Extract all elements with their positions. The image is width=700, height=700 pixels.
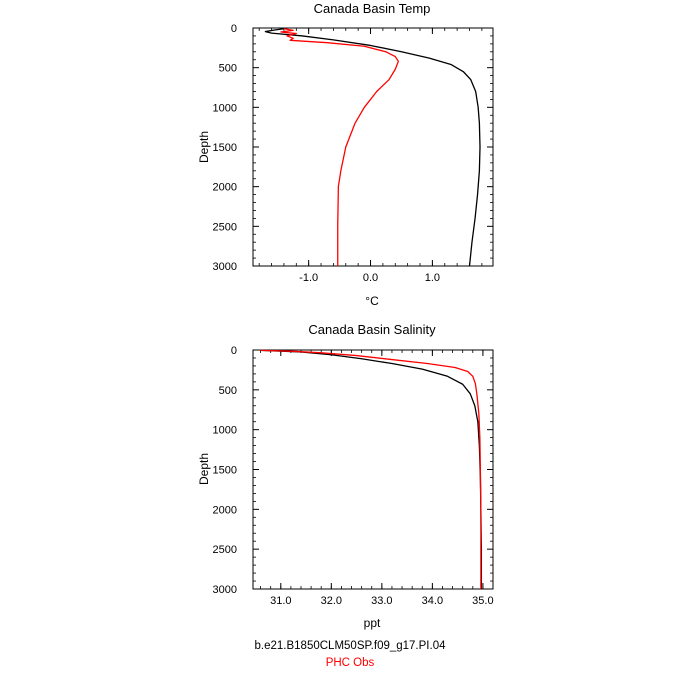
temperature-lines bbox=[264, 28, 481, 267]
salinity-y-tick-label: 2500 bbox=[213, 544, 237, 556]
legend-observations: PHC Obs bbox=[325, 657, 375, 669]
temperature-y-tick-label: 1500 bbox=[213, 142, 237, 154]
salinity-plot-frame bbox=[252, 349, 494, 590]
temperature-x-axis-label: °C bbox=[365, 294, 379, 308]
temperature-y-tick-label: 1000 bbox=[213, 102, 237, 114]
salinity-x-axis-label: ppt bbox=[364, 616, 381, 630]
salinity-y-tick-label: 1000 bbox=[213, 425, 237, 437]
legend-model-run: b.e21.B1850CLM50SP.f09_g17.PI.04 bbox=[254, 640, 446, 652]
salinity-axes: 31.0 32.0 33.0 34.0 35.0 0 500 1000 1500 2000 2500… bbox=[213, 345, 494, 607]
salinity-x-tick-label: 35.0 bbox=[472, 595, 493, 607]
temperature-model-line bbox=[264, 28, 481, 267]
temperature-y-tick-label: 3000 bbox=[213, 261, 237, 273]
salinity-y-tick-label: 500 bbox=[219, 385, 237, 397]
temperature-y-tick-label: 0 bbox=[231, 23, 237, 35]
temperature-x-tick-label: 0.0 bbox=[363, 272, 378, 284]
salinity-model-line bbox=[260, 349, 483, 589]
temperature-axes: -1.0 0.0 1.0 0 500 1000 1500 2000 2500 3000 bbox=[213, 23, 493, 284]
salinity-x-tick-label: 33.0 bbox=[371, 595, 392, 607]
salinity-x-tick-label: 34.0 bbox=[422, 595, 443, 607]
temperature-y-axis-label: Depth bbox=[197, 131, 211, 163]
temperature-x-tick-label: 1.0 bbox=[425, 272, 440, 284]
salinity-x-tick-label: 31.0 bbox=[270, 595, 291, 607]
temperature-plot-frame bbox=[252, 27, 494, 267]
salinity-y-tick-label: 1500 bbox=[213, 465, 237, 477]
salinity-panel: Canada Basin Salinity 31.0 32.0 33.0 34.0 35… bbox=[197, 322, 494, 630]
temperature-y-tick-label: 2000 bbox=[213, 182, 237, 194]
salinity-chart-title: Canada Basin Salinity bbox=[308, 322, 436, 337]
salinity-lines bbox=[260, 349, 483, 589]
temperature-y-tick-label: 500 bbox=[219, 63, 237, 75]
salinity-y-axis-label: Depth bbox=[197, 453, 211, 485]
temperature-y-tick-label: 2500 bbox=[213, 221, 237, 233]
salinity-y-tick-label: 0 bbox=[231, 345, 237, 357]
salinity-x-tick-label: 32.0 bbox=[321, 595, 342, 607]
salinity-y-tick-label: 2000 bbox=[213, 504, 237, 516]
temperature-x-tick-label: -1.0 bbox=[299, 272, 318, 284]
temperature-panel: Canada Basin Temp -1.0 0.0 1.0 0 500 1000 1500… bbox=[197, 1, 494, 308]
salinity-y-tick-label: 3000 bbox=[213, 584, 237, 596]
temperature-chart-title: Canada Basin Temp bbox=[314, 1, 431, 16]
temperature-obs-line bbox=[280, 28, 400, 266]
salinity-obs-line bbox=[260, 349, 482, 589]
